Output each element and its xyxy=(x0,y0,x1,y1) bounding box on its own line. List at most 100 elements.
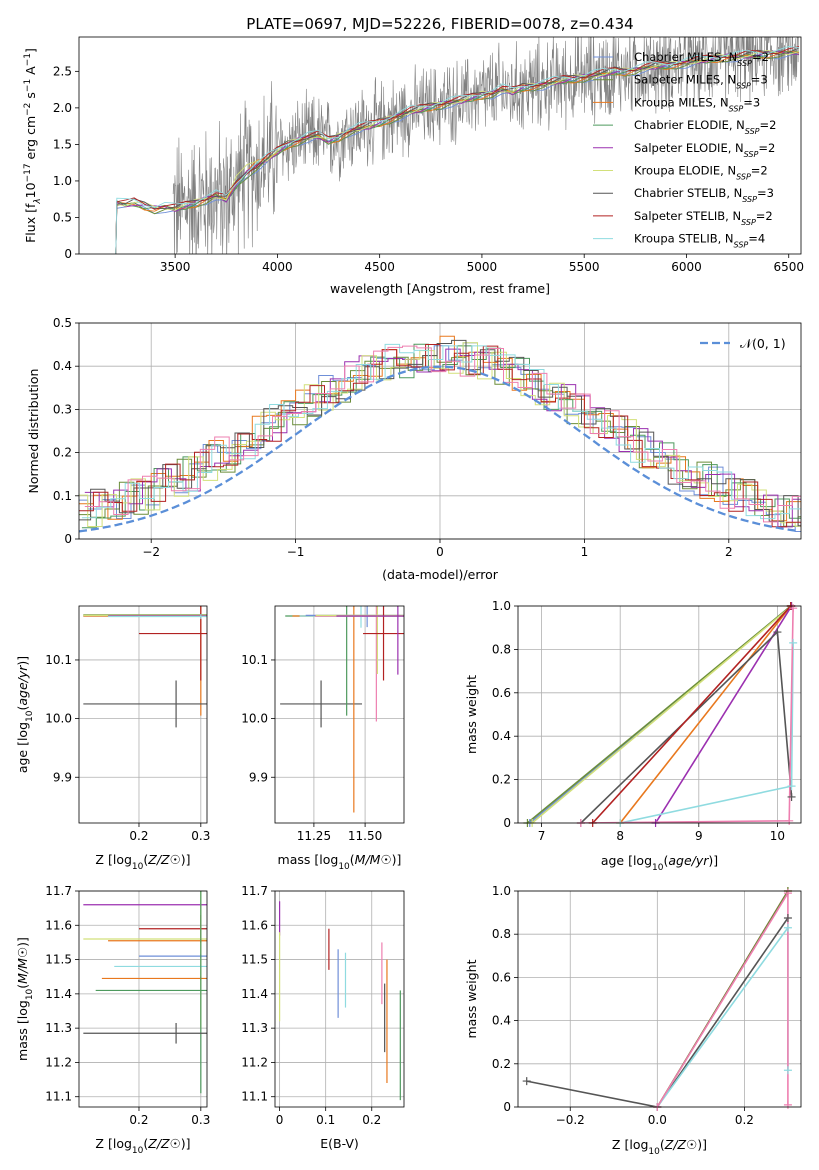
y-label-part: ] xyxy=(23,48,38,53)
legend-entry: Kroupa STELIB, NSSP=4 xyxy=(634,232,765,250)
y-tick-label: 10.0 xyxy=(241,712,268,726)
y-tick-label: 11.4 xyxy=(241,987,268,1001)
x-tick-label: 0.0 xyxy=(648,1113,667,1127)
x-tick-label: 7 xyxy=(538,829,546,843)
legend-text: Kroupa ELODIE, N xyxy=(634,164,736,178)
weight-line-salpeter_stelib xyxy=(592,606,792,823)
weight-marker-pink xyxy=(783,1100,792,1109)
y-label-part: Flux [f xyxy=(23,203,38,243)
x-tick-label: 5000 xyxy=(467,260,498,274)
x-tick-label: 0 xyxy=(436,545,444,559)
y-label-part: A xyxy=(23,66,38,79)
y-tick-label: 10.1 xyxy=(45,653,72,667)
label-sub: 10 xyxy=(652,863,664,873)
y-tick-label: 11.7 xyxy=(241,884,268,898)
axes-frame xyxy=(78,890,208,1108)
model-spectrum-kroupa_stelib xyxy=(115,46,800,254)
legend-val: =3 xyxy=(757,186,774,200)
residual-histogram-salpeter_stelib xyxy=(79,344,801,528)
plot-area xyxy=(115,37,800,254)
label-part: ( xyxy=(663,853,668,868)
x-tick-label: 0.2 xyxy=(129,829,148,843)
x-tick-label: −2 xyxy=(142,545,160,559)
residual-histogram-chabrier_stelib xyxy=(79,339,801,527)
weight-line-pink xyxy=(580,608,794,823)
label-part: )] xyxy=(15,937,30,947)
axes-frame xyxy=(78,36,802,255)
legend-entry: Kroupa ELODIE, NSSP=2 xyxy=(634,164,768,182)
x-tick-label: 9 xyxy=(695,829,703,843)
legend-entry: Salpeter ELODIE, NSSP=2 xyxy=(634,141,775,159)
y-tick-label: 11.1 xyxy=(241,1090,268,1104)
weight-marker-pink xyxy=(783,889,792,898)
x-tick-label: 0.2 xyxy=(735,1113,754,1127)
model-spectrum-chabrier_stelib xyxy=(115,47,800,254)
label-italic: age/yr xyxy=(15,665,30,706)
x-tick-label: 0.1 xyxy=(316,1113,335,1127)
y-tick-label: 0.2 xyxy=(492,1057,511,1071)
label-part: ( xyxy=(350,852,355,867)
weight-line-chabrier_stelib xyxy=(580,630,793,823)
label-part: Z [ xyxy=(95,852,112,867)
y-tick-label: 2.0 xyxy=(53,101,72,115)
legend-val: =4 xyxy=(748,232,765,246)
weight-marker-pink xyxy=(789,604,798,613)
legend-text: Kroupa STELIB, N xyxy=(634,232,734,246)
y-label-part: −17 xyxy=(23,163,33,182)
x-tick-label: 0.2 xyxy=(362,1113,381,1127)
residual-histogram-chabrier_elodie xyxy=(81,343,801,529)
legend-sub: SSP xyxy=(736,81,751,90)
weight-line-kroupa_stelib xyxy=(620,642,794,823)
legend-sub: SSP xyxy=(742,195,757,204)
panel-mass_vs_ebv: 0 0.1 0.2 11.1 11.2 11.3 11.4 11.5 11.6 11.7 E(B-V… xyxy=(241,884,405,1151)
x-tick-label: 6000 xyxy=(671,260,702,274)
weight-line-kroupa_stelib xyxy=(656,925,789,1107)
label-part: ( xyxy=(660,1137,665,1152)
y-tick-label: 9.9 xyxy=(249,770,268,784)
y-tick-label: 0.3 xyxy=(53,402,72,416)
legend-text: Kroupa MILES, N xyxy=(634,95,729,109)
label-part: ( xyxy=(143,1136,148,1151)
model-spectrum-salpeter_stelib xyxy=(115,46,800,254)
x-tick-label: 5500 xyxy=(569,260,600,274)
legend-sub: SSP xyxy=(736,172,751,181)
y-tick-label: 1.0 xyxy=(492,599,511,613)
label-part: log xyxy=(113,852,132,867)
weight-line-pink xyxy=(656,891,789,1107)
x-tick-label: −1 xyxy=(287,545,305,559)
y-tick-label: 1.0 xyxy=(492,884,511,898)
weight-line-chabrier_stelib xyxy=(526,917,789,1107)
legend-text: Salpeter ELODIE, N xyxy=(634,141,744,155)
y-tick-label: 11.5 xyxy=(241,953,268,967)
label-italic: M/M☉ xyxy=(15,947,30,984)
x-tick-label: 0 xyxy=(276,1113,284,1127)
x-tick-label: 11.25 xyxy=(297,829,331,843)
label-sub: 10 xyxy=(132,1146,144,1156)
legend-entry: Chabrier ELODIE, NSSP=2 xyxy=(634,118,776,136)
y-label-part: s xyxy=(23,92,38,103)
weight-marker-kroupa_stelib xyxy=(787,782,796,791)
y-tick-label: 0.4 xyxy=(492,1014,511,1028)
legend-val: =3 xyxy=(743,95,760,109)
residual-histogram-kroupa_stelib xyxy=(81,343,801,520)
legend-entry: Salpeter STELIB, NSSP=2 xyxy=(634,209,773,227)
label-part: log xyxy=(15,722,30,741)
y-tick-label: 10.0 xyxy=(45,712,72,726)
y-tick-label: 11.3 xyxy=(241,1021,268,1035)
label-sub: 10 xyxy=(25,988,35,1000)
axis-label: mass [log10(M/M☉)] xyxy=(15,937,35,1061)
residual-histogram-salpeter_elodie xyxy=(84,348,801,528)
legend-val: =2 xyxy=(752,50,769,64)
y-tick-label: 0.6 xyxy=(492,686,511,700)
y-tick-label: 1.5 xyxy=(53,137,72,151)
y-tick-label: 0.5 xyxy=(53,210,72,224)
legend-val: =2 xyxy=(756,209,773,223)
y-tick-label: 9.9 xyxy=(53,770,72,784)
plot-area xyxy=(279,901,401,1101)
weight-marker-chabrier_stelib xyxy=(783,914,792,922)
y-tick-label: 11.3 xyxy=(45,1021,72,1035)
y-axis-label: mass weight xyxy=(464,959,479,1038)
label-part: log xyxy=(15,1000,30,1019)
x-tick-label: 2 xyxy=(725,545,733,559)
